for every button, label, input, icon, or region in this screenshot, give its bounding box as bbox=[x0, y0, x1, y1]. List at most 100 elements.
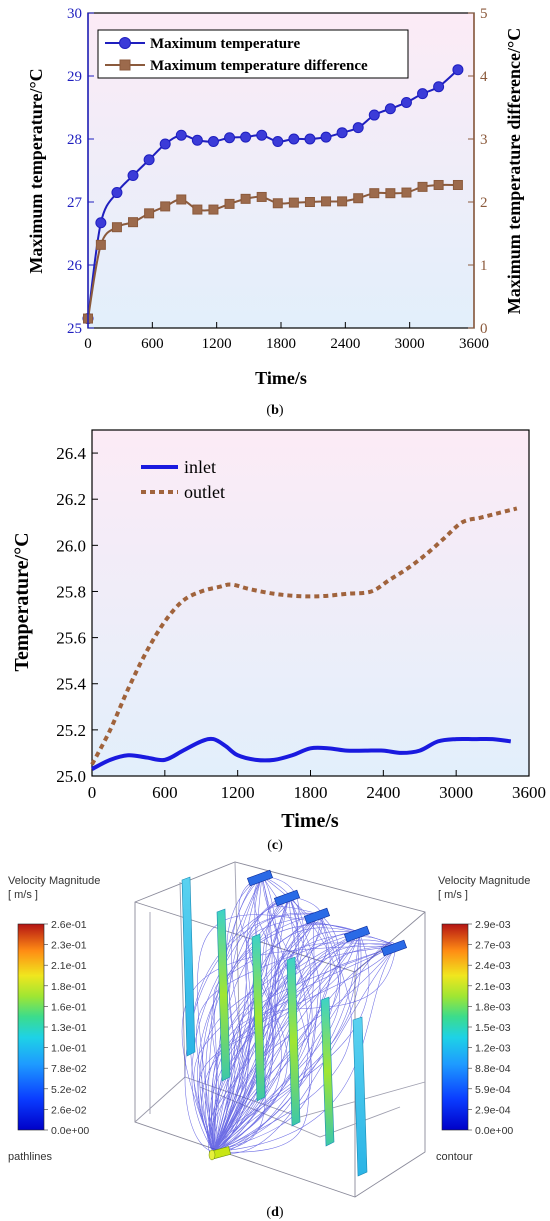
pathline bbox=[213, 945, 397, 1153]
colorbar-tick-label: 2.1e-01 bbox=[51, 960, 87, 972]
data-point-max-temp bbox=[417, 88, 429, 100]
x-tick-label-c: 1800 bbox=[294, 783, 328, 802]
data-point-max-temp-diff bbox=[272, 198, 283, 209]
left-legend-unit: [ m/s ] bbox=[8, 889, 38, 901]
x-tick-label-c: 3000 bbox=[439, 783, 473, 802]
data-point-max-temp-diff bbox=[208, 204, 219, 215]
pathline bbox=[213, 931, 360, 1153]
pathline bbox=[211, 875, 311, 1153]
pathline bbox=[204, 913, 320, 1153]
y-right-tick-label: 0 bbox=[480, 321, 488, 337]
y-tick-label-c: 25.0 bbox=[56, 767, 86, 786]
legend-label-outlet: outlet bbox=[184, 482, 225, 502]
y-right-tick-label: 2 bbox=[480, 195, 488, 211]
data-point-max-temp-diff bbox=[160, 201, 171, 212]
colorbar-tick-label: 1.8e-01 bbox=[51, 981, 87, 993]
data-point-max-temp bbox=[452, 64, 464, 76]
data-point-max-temp bbox=[159, 138, 171, 150]
data-point-max-temp bbox=[304, 133, 316, 145]
left-legend-title: Velocity Magnitude bbox=[8, 875, 100, 887]
y-right-tick-label: 1 bbox=[480, 258, 488, 274]
data-point-max-temp bbox=[191, 134, 203, 146]
data-point-max-temp bbox=[240, 131, 252, 143]
x-tick-label-c: 0 bbox=[88, 783, 97, 802]
colorbar-tick-label: 0.0e+00 bbox=[51, 1125, 89, 1137]
data-point-max-temp bbox=[288, 133, 300, 145]
pathline bbox=[213, 922, 360, 1153]
colorbar-tick-label: 2.9e-04 bbox=[475, 1104, 511, 1116]
pathline bbox=[213, 913, 320, 1153]
pathline bbox=[213, 875, 263, 1153]
data-point-max-temp-diff bbox=[337, 196, 348, 207]
pathline bbox=[199, 895, 299, 1153]
y-left-tick-label: 26 bbox=[67, 258, 83, 274]
y-tick-label-c: 25.8 bbox=[56, 582, 86, 601]
x-tick-label-b: 3000 bbox=[395, 336, 425, 352]
data-point-max-temp bbox=[433, 81, 445, 93]
colorbar-tick-label: 5.2e-02 bbox=[51, 1084, 87, 1096]
pathline bbox=[210, 945, 397, 1153]
y-axis-label-c: Temperature/°C bbox=[11, 532, 33, 671]
colorbar-tick-label: 5.9e-04 bbox=[475, 1084, 511, 1096]
right-legend-footer: contour bbox=[436, 1151, 473, 1163]
y-tick-label-c: 25.4 bbox=[56, 675, 86, 694]
left-legend-footer: pathlines bbox=[8, 1151, 53, 1163]
data-point-max-temp bbox=[384, 103, 396, 115]
pathline bbox=[206, 875, 273, 1153]
data-point-max-temp-diff bbox=[111, 222, 122, 233]
data-point-max-temp bbox=[127, 170, 139, 182]
pathline bbox=[213, 895, 309, 1153]
colorbar-tick-label: 2.4e-03 bbox=[475, 960, 511, 972]
legend-label-max-temp: Maximum temperature bbox=[150, 36, 300, 52]
colorbar-tick-label: 1.6e-01 bbox=[51, 1001, 87, 1013]
data-point-max-temp bbox=[352, 122, 364, 134]
colorbar-tick-label: 7.8e-02 bbox=[51, 1063, 87, 1075]
colorbar-tick-label: 1.2e-03 bbox=[475, 1043, 511, 1055]
right-legend-title: Velocity Magnitude bbox=[438, 875, 530, 887]
data-point-max-temp-diff bbox=[353, 193, 364, 204]
data-point-max-temp bbox=[336, 127, 348, 139]
chart-c-inlet-outlet: 0 600 1200 1800 2400 3000 3600 25.0 25.2 25.4 25.6… bbox=[11, 429, 546, 852]
pathline-model-illustration bbox=[134, 861, 426, 1198]
pathline bbox=[213, 875, 282, 1153]
x-tick-label-b: 0 bbox=[84, 336, 92, 352]
x-tick-label-c: 2400 bbox=[366, 783, 400, 802]
colorbar-tick-label: 8.8e-04 bbox=[475, 1063, 511, 1075]
pathline bbox=[213, 913, 320, 1153]
data-point-max-temp-diff bbox=[224, 198, 235, 209]
colorbar-tick-label: 1.0e-01 bbox=[51, 1043, 87, 1055]
y-left-tick-label: 30 bbox=[67, 6, 82, 22]
series-line-inlet bbox=[91, 736, 512, 771]
y-tick-label-c: 26.0 bbox=[56, 536, 86, 555]
right-legend-unit: [ m/s ] bbox=[438, 889, 468, 901]
y-axis-right-label: Maximum temperature difference/°C bbox=[504, 28, 524, 314]
x-axis-label-b: Time/s bbox=[255, 368, 307, 388]
colorbar-tick-label: 1.3e-01 bbox=[51, 1022, 87, 1034]
y-left-tick-label: 25 bbox=[67, 321, 82, 337]
y-right-tick-label: 5 bbox=[480, 6, 488, 22]
data-point-max-temp-diff bbox=[385, 188, 396, 199]
colorbar-tick-label: 2.9e-03 bbox=[475, 919, 511, 931]
pathline bbox=[213, 895, 290, 1153]
pathline bbox=[213, 913, 320, 1153]
data-point-max-temp-diff bbox=[128, 217, 139, 228]
x-tick-label-c: 600 bbox=[152, 783, 178, 802]
pathline bbox=[213, 895, 321, 1153]
caption-d: (d) bbox=[266, 1205, 283, 1220]
pathline bbox=[213, 875, 279, 1153]
legend-b: Maximum temperature Maximum temperature … bbox=[97, 29, 409, 79]
plot-area-c bbox=[91, 429, 530, 777]
colorbar-tick-label: 0.0e+00 bbox=[475, 1125, 513, 1137]
series-line-outlet bbox=[90, 506, 518, 766]
data-point-max-temp-diff bbox=[144, 208, 155, 219]
legend-label-max-temp-diff: Maximum temperature difference bbox=[150, 58, 368, 74]
x-tick-label-b: 3600 bbox=[459, 336, 489, 352]
x-tick-label-b: 1800 bbox=[266, 336, 296, 352]
y-tick-label-c: 25.6 bbox=[56, 629, 86, 648]
y-tick-label-c: 25.2 bbox=[56, 721, 86, 740]
legend-label-inlet: inlet bbox=[184, 457, 216, 477]
data-point-max-temp-diff bbox=[240, 193, 251, 204]
data-point-max-temp bbox=[143, 154, 155, 166]
pathline bbox=[213, 931, 360, 1153]
y-tick-label-c: 26.4 bbox=[56, 444, 86, 463]
